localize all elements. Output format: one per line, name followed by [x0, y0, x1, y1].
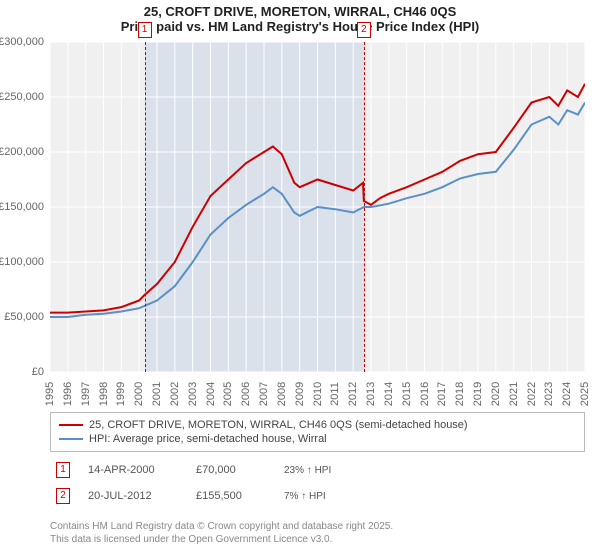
x-tick-label: 1998: [98, 382, 110, 406]
x-tick-label: 1997: [80, 382, 92, 406]
legend-label-1: 25, CROFT DRIVE, MORETON, WIRRAL, CH46 0…: [89, 419, 468, 431]
x-tick-label: 2006: [240, 382, 252, 406]
marker-box-2: 2: [357, 22, 371, 38]
legend-item-1: 25, CROFT DRIVE, MORETON, WIRRAL, CH46 0…: [59, 419, 576, 431]
sale-date-1: 14-APR-2000: [88, 464, 178, 476]
x-tick-label: 2023: [543, 382, 555, 406]
legend-item-2: HPI: Average price, semi-detached house,…: [59, 433, 576, 445]
sale-date-2: 20-JUL-2012: [88, 490, 178, 502]
chart-container: 25, CROFT DRIVE, MORETON, WIRRAL, CH46 0…: [0, 0, 600, 34]
x-tick-label: 2018: [454, 382, 466, 406]
x-axis: 1995199619971998199920002001200220032004…: [50, 372, 585, 406]
x-tick-label: 1996: [62, 382, 74, 406]
marker-vline-2: [364, 42, 365, 372]
legend-swatch-2: [59, 438, 83, 440]
sale-row-1: 1 14-APR-2000 £70,000 23% ↑ HPI: [56, 462, 331, 478]
y-tick-label: £300,000: [0, 36, 44, 48]
chart-title-line2: Price paid vs. HM Land Registry's House …: [0, 19, 600, 34]
footnote-line1: Contains HM Land Registry data © Crown c…: [50, 520, 393, 533]
y-tick-label: £50,000: [4, 311, 44, 323]
marker-vline-1: [145, 42, 146, 372]
legend: 25, CROFT DRIVE, MORETON, WIRRAL, CH46 0…: [50, 412, 585, 452]
marker-box-1: 1: [138, 22, 152, 38]
x-tick-label: 2002: [169, 382, 181, 406]
legend-swatch-1: [59, 424, 83, 426]
x-tick-label: 2007: [258, 382, 270, 406]
sale-pct-1: 23% ↑ HPI: [284, 465, 331, 476]
y-axis: £0£50,000£100,000£150,000£200,000£250,00…: [0, 42, 48, 372]
y-tick-label: £250,000: [0, 91, 44, 103]
x-tick-label: 2008: [276, 382, 288, 406]
x-tick-label: 2000: [133, 382, 145, 406]
x-tick-label: 2021: [508, 382, 520, 406]
x-tick-label: 2015: [401, 382, 413, 406]
y-tick-label: £100,000: [0, 256, 44, 268]
footnote: Contains HM Land Registry data © Crown c…: [50, 520, 393, 546]
x-tick-label: 1999: [115, 382, 127, 406]
x-tick-label: 2016: [419, 382, 431, 406]
plot-area: 1 2: [50, 42, 585, 372]
chart-title-line1: 25, CROFT DRIVE, MORETON, WIRRAL, CH46 0…: [0, 0, 600, 19]
x-tick-label: 2019: [472, 382, 484, 406]
x-tick-label: 2011: [329, 382, 341, 406]
sale-pct-2: 7% ↑ HPI: [284, 491, 326, 502]
x-tick-label: 2009: [294, 382, 306, 406]
x-tick-label: 2024: [561, 382, 573, 406]
x-tick-label: 2025: [579, 382, 591, 406]
x-tick-label: 2014: [383, 382, 395, 406]
footnote-line2: This data is licensed under the Open Gov…: [50, 533, 393, 546]
x-tick-label: 2012: [347, 382, 359, 406]
x-tick-label: 2020: [490, 382, 502, 406]
sale-price-2: £155,500: [196, 490, 266, 502]
sale-price-1: £70,000: [196, 464, 266, 476]
x-tick-label: 2017: [436, 382, 448, 406]
y-tick-label: £200,000: [0, 146, 44, 158]
x-tick-label: 2013: [365, 382, 377, 406]
sale-marker-2: 2: [56, 488, 70, 504]
sale-row-2: 2 20-JUL-2012 £155,500 7% ↑ HPI: [56, 488, 326, 504]
legend-label-2: HPI: Average price, semi-detached house,…: [89, 433, 327, 445]
x-tick-label: 2022: [526, 382, 538, 406]
y-tick-label: £150,000: [0, 201, 44, 213]
x-tick-label: 2010: [312, 382, 324, 406]
x-tick-label: 2005: [222, 382, 234, 406]
sale-marker-1: 1: [56, 462, 70, 478]
x-tick-label: 2001: [151, 382, 163, 406]
series-svg: [50, 42, 585, 372]
x-tick-label: 2003: [187, 382, 199, 406]
x-tick-label: 2004: [205, 382, 217, 406]
x-tick-label: 1995: [44, 382, 56, 406]
y-tick-label: £0: [32, 366, 44, 378]
